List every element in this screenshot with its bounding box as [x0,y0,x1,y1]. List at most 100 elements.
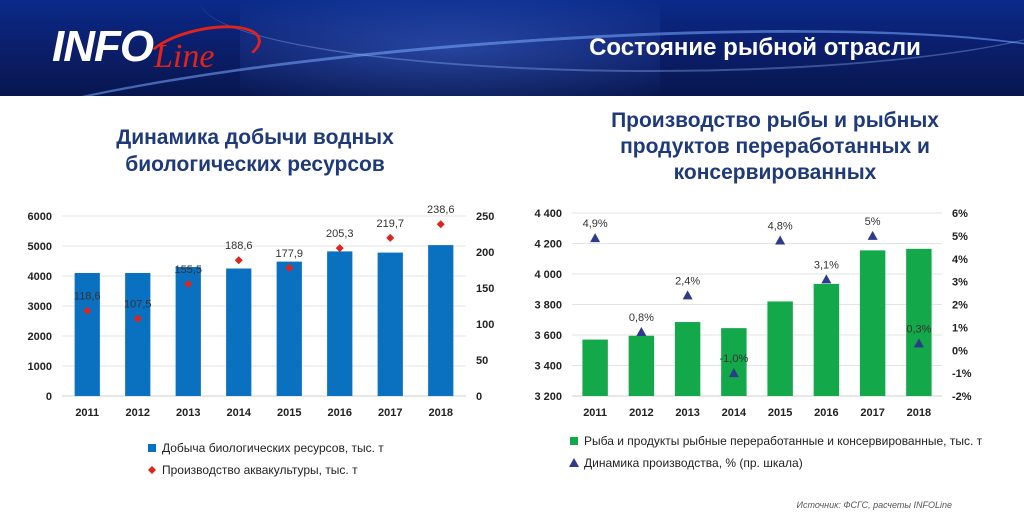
left-tick-label: 2000 [28,331,52,343]
legend-swatch [569,458,579,467]
right-tick-label: 3% [952,277,968,289]
left-tick-label: 6000 [28,211,52,223]
left-tick-label: 4000 [28,271,52,283]
x-tick-label: 2018 [429,407,453,419]
page-title: Состояние рыбной отрасли [589,34,921,61]
right-tick-label: 5% [952,231,968,243]
data-point [590,233,601,243]
x-tick-label: 2017 [860,407,884,419]
data-label: 107,5 [124,299,152,311]
left-tick-label: 4 000 [534,269,562,281]
data-label: 155,5 [174,264,202,276]
x-tick-label: 2013 [176,407,200,419]
legend-label: Динамика производства, % (пр. шкала) [584,456,803,470]
bar [582,339,608,396]
x-tick-label: 2018 [907,407,931,419]
bar [721,328,747,396]
x-tick-label: 2016 [328,407,352,419]
left-tick-label: 3 600 [534,330,562,342]
data-label: -1,0% [720,353,749,365]
x-tick-label: 2016 [814,407,838,419]
left-tick-label: 5000 [28,241,52,253]
logo-info-text: INFO [52,22,154,71]
bar [906,248,932,396]
legend-label: Добыча биологических ресурсов, тыс. т [162,441,384,455]
data-label: 0,3% [906,323,931,335]
data-label: 4,9% [583,218,608,230]
data-label: 0,8% [629,312,654,324]
infoline-logo: INFO Line [52,16,266,86]
right-tick-label: 1% [952,322,968,334]
data-point [83,306,92,315]
legend-label: Рыба и продукты рыбные переработанные и … [584,434,983,448]
right-tick-label: 150 [476,283,494,295]
legend-label: Производство аквакультуры, тыс. т [162,463,358,477]
data-point [636,326,647,336]
banner-sweep-2 [200,0,1024,72]
right-tick-label: 2% [952,300,968,312]
bar [767,301,793,396]
left-tick-label: 3 400 [534,361,562,373]
right-tick-label: -1% [952,368,972,380]
left-tick-label: 3 800 [534,300,562,312]
left-tick-label: 1000 [28,361,52,373]
bar [859,250,886,396]
data-label: 238,6 [427,204,455,216]
bar [175,267,201,396]
right-tick-label: 0 [476,391,482,403]
x-tick-label: 2015 [768,407,792,419]
left-tick-label: 0 [46,391,52,403]
data-point [436,220,445,229]
data-point [728,368,739,378]
left-tick-label: 3 200 [534,391,562,403]
data-label: 188,6 [225,240,253,252]
chart1-title: Динамика добычи водных биологических рес… [116,126,394,176]
bar [628,335,655,396]
chart-2: 3 200 3 400 3 600 3 800 4 000 4 200 4 400 -2% -1… [534,208,983,470]
right-tick-label: 250 [476,211,494,223]
header-banner: INFO Line Состояние рыбной отрасли [0,0,1024,96]
right-tick-label: 0% [952,345,968,357]
data-point [133,314,142,323]
data-point [285,263,294,272]
right-tick-label: 200 [476,247,494,259]
data-label: 4,8% [768,220,793,232]
bar [813,283,840,396]
data-point [335,244,344,253]
bar [226,268,252,396]
x-tick-label: 2014 [722,407,747,419]
chart2-title: Производство рыбы и рыбных продуктов пер… [611,109,939,184]
data-label: 177,9 [275,248,303,260]
x-tick-label: 2013 [675,407,699,419]
chart-1: 0 1000 2000 3000 4000 5000 6000 0 50 100 150 200 250… [28,204,495,477]
data-label: 5% [865,216,881,228]
data-label: 219,7 [376,218,404,230]
x-tick-label: 2012 [126,407,150,419]
bar [377,252,403,396]
x-tick-label: 2015 [277,407,301,419]
data-point [821,274,832,284]
data-point [386,233,395,242]
legend-swatch [148,466,156,474]
right-tick-label: 100 [476,319,494,331]
data-point [184,280,193,289]
data-label: 3,1% [814,259,839,271]
data-label: 205,3 [326,228,354,240]
x-tick-label: 2012 [629,407,653,419]
x-tick-label: 2011 [583,407,607,419]
source-note: Источник: ФСГС, расчеты INFOLine [796,500,952,510]
data-point [867,230,878,240]
data-point [913,338,924,348]
data-point [682,290,693,300]
right-tick-label: -2% [952,391,972,403]
bar [276,261,302,396]
legend-swatch [148,444,156,452]
bar [674,322,701,396]
x-tick-label: 2011 [75,407,99,419]
left-tick-label: 4 200 [534,239,562,251]
legend-swatch [570,437,578,445]
right-tick-label: 50 [476,355,488,367]
bar [428,245,454,396]
data-point [775,235,786,245]
right-tick-label: 4% [952,254,968,266]
